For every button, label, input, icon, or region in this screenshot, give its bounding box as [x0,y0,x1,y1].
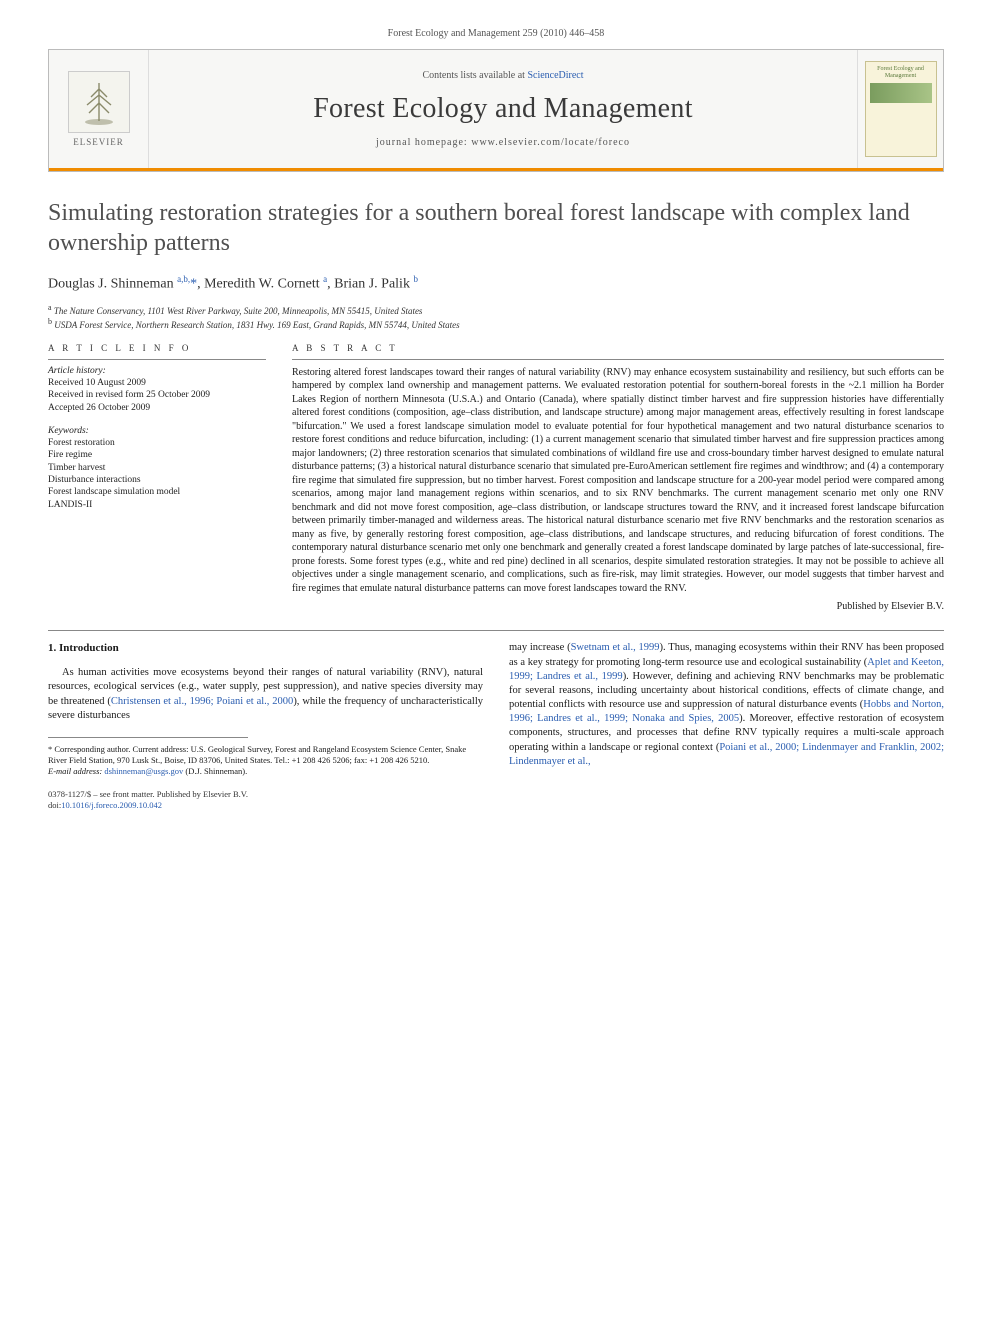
contents-available-line: Contents lists available at ScienceDirec… [422,70,583,81]
abstract-column: A B S T R A C T Restoring altered forest… [292,343,944,613]
section-1-heading: 1. Introduction [48,641,483,656]
cover-image-strip [870,83,932,103]
homepage-prefix: journal homepage: [376,137,471,148]
abstract-text: Restoring altered forest landscapes towa… [292,366,944,596]
corr-label: * Corresponding author. [48,744,130,754]
abstract-label: A B S T R A C T [292,343,944,353]
doi-prefix: doi: [48,800,61,810]
article-title: Simulating restoration strategies for a … [48,198,944,258]
banner-orange-rule [49,168,943,171]
history-received: Received 10 August 2009 [48,377,266,389]
elsevier-tree-icon [68,71,130,133]
keyword-3: Disturbance interactions [48,474,266,486]
keyword-0: Forest restoration [48,437,266,449]
page-footer: 0378-1127/$ – see front matter. Publishe… [48,789,944,811]
cover-title: Forest Ecology and Management [870,66,932,79]
keywords-label: Keywords: [48,426,266,436]
author-list: Douglas J. Shinneman a,b,*, Meredith W. … [48,274,944,293]
citation-2[interactable]: Swetnam et al., 1999 [571,642,660,653]
keyword-2: Timber harvest [48,462,266,474]
email-label: E-mail address: [48,766,104,776]
keyword-4: Forest landscape simulation model [48,486,266,498]
journal-cover-thumb: Forest Ecology and Management [857,50,943,168]
journal-title: Forest Ecology and Management [313,93,693,125]
contents-prefix: Contents lists available at [422,70,527,81]
section-title: Introduction [59,642,119,654]
keyword-1: Fire regime [48,449,266,461]
citation-1[interactable]: Christensen et al., 1996; Poiani et al.,… [111,696,293,707]
article-info-column: A R T I C L E I N F O Article history: R… [48,343,266,613]
email-footnote: E-mail address: dshinneman@usgs.gov (D.J… [48,766,483,777]
history-revised: Received in revised form 25 October 2009 [48,389,266,401]
affiliation-a-text: The Nature Conservancy, 1101 West River … [54,306,423,316]
section-divider [48,630,944,631]
running-header: Forest Ecology and Management 259 (2010)… [48,28,944,39]
section-number: 1. [48,642,56,654]
info-rule [48,359,266,360]
body-columns: 1. Introduction As human activities move… [48,641,944,777]
doi-link[interactable]: 10.1016/j.foreco.2009.10.042 [61,800,162,810]
intro-para-2: may increase (Swetnam et al., 1999). Thu… [509,641,944,769]
corr-email-link[interactable]: dshinneman@usgs.gov [104,766,183,776]
publisher-name: ELSEVIER [73,137,124,147]
article-info-label: A R T I C L E I N F O [48,343,266,353]
homepage-url[interactable]: www.elsevier.com/locate/foreco [471,137,630,148]
keyword-5: LANDIS-II [48,499,266,511]
sciencedirect-link[interactable]: ScienceDirect [527,70,583,81]
intro-para-1: As human activities move ecosystems beyo… [48,666,483,723]
abstract-rule [292,359,944,360]
abstract-published-by: Published by Elsevier B.V. [292,601,944,612]
p2a: may increase ( [509,642,571,653]
affiliation-a: a The Nature Conservancy, 1101 West Rive… [48,303,944,317]
email-suffix: (D.J. Shinneman). [183,766,247,776]
footnote-separator [48,737,248,738]
history-accepted: Accepted 26 October 2009 [48,402,266,414]
history-label: Article history: [48,366,266,376]
affiliation-b-text: USDA Forest Service, Northern Research S… [54,320,459,330]
journal-banner: ELSEVIER Contents lists available at Sci… [48,49,944,172]
affiliation-b: b USDA Forest Service, Northern Research… [48,317,944,331]
corresponding-author-footnote: * Corresponding author. Current address:… [48,744,483,766]
affiliations: a The Nature Conservancy, 1101 West Rive… [48,303,944,331]
copyright-line: 0378-1127/$ – see front matter. Publishe… [48,789,944,800]
journal-homepage-line: journal homepage: www.elsevier.com/locat… [376,137,630,148]
doi-line: doi:10.1016/j.foreco.2009.10.042 [48,800,944,811]
publisher-logo: ELSEVIER [49,50,149,168]
